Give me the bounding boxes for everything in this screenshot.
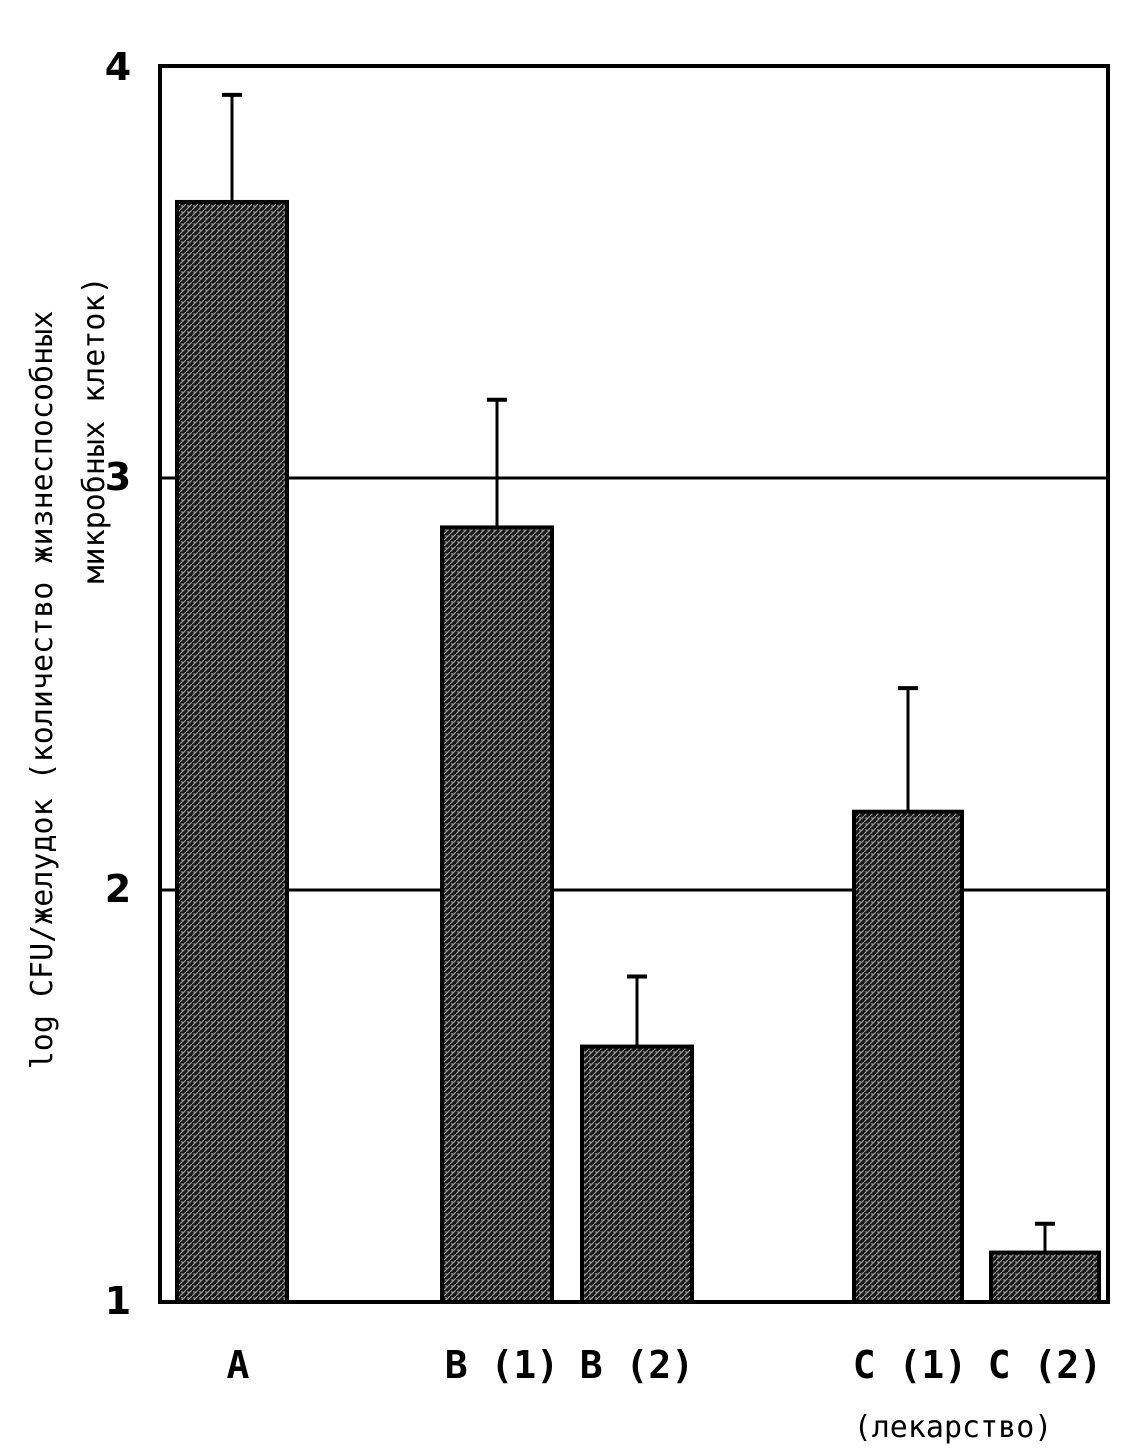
y-tick-label-4: 4 xyxy=(105,45,131,89)
x-category-label-1: B (1) xyxy=(445,1343,559,1387)
bar-2 xyxy=(582,1047,692,1302)
bar-0 xyxy=(177,202,287,1302)
gridlines xyxy=(160,478,1108,890)
y-axis-label-2: микробных клеток) xyxy=(77,276,112,583)
x-category-labels: A B (1) B (2) C (1) C (2) xyxy=(227,1343,1103,1387)
bars xyxy=(177,202,1099,1302)
y-axis-label-line2: микробных клеток) xyxy=(77,276,112,583)
y-tick-label-2: 2 xyxy=(105,867,131,911)
y-tick-label-1: 1 xyxy=(105,1279,131,1323)
x-category-label-3: C (1) xyxy=(853,1343,967,1387)
drug-annotation: (лекарство) xyxy=(854,1410,1053,1445)
y-axis-label: log CFU/желудок (количество жизнеспособн… xyxy=(25,311,60,1070)
y-axis-label-line1: log CFU/желудок (количество жизнеспособн… xyxy=(25,311,60,1070)
bar-1 xyxy=(442,527,552,1302)
bar-3 xyxy=(854,812,962,1302)
y-tick-labels: 1234 xyxy=(105,45,131,1323)
x-category-label-4: C (2) xyxy=(988,1343,1102,1387)
x-category-label-0: A xyxy=(227,1343,250,1387)
bar-4 xyxy=(991,1253,1099,1302)
x-category-label-2: B (2) xyxy=(580,1343,694,1387)
